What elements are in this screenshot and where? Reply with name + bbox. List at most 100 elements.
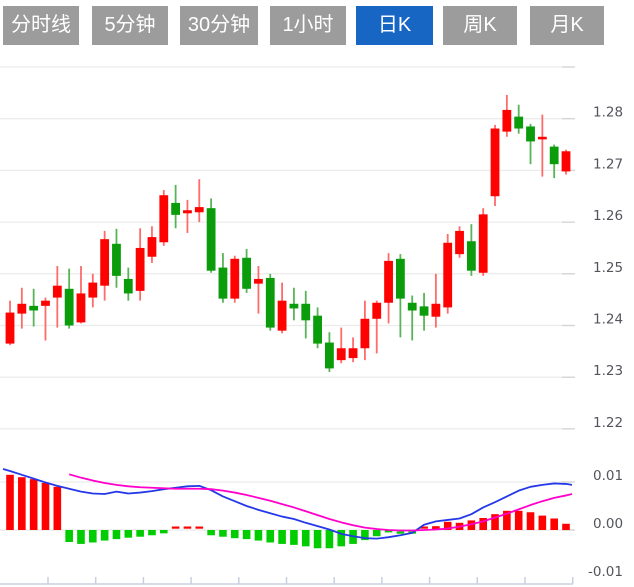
- macd-bar-25: [290, 530, 298, 545]
- interval-toolbar: 分时线 5分钟 30分钟 1小时 日K 周K 月K: [0, 0, 634, 50]
- macd-bar-41: [479, 518, 487, 530]
- macd-bar-6: [65, 530, 73, 542]
- candle-body-38: [443, 242, 453, 308]
- price-axis-label: 1.24: [593, 312, 623, 328]
- macd-bar-12: [136, 530, 144, 537]
- candle-body-43: [502, 109, 512, 132]
- macd-bar-26: [301, 530, 310, 547]
- candle-body-25: [289, 303, 299, 309]
- macd-bar-32: [372, 530, 381, 537]
- macd-bar-9: [100, 530, 109, 541]
- macd-bar-27: [313, 530, 322, 549]
- macd-bar-36: [420, 526, 428, 529]
- candle-body-11: [123, 278, 133, 294]
- macd-bar-17: [195, 526, 204, 529]
- interval-button-6[interactable]: 周K: [443, 6, 517, 45]
- candle-body-4: [41, 300, 50, 306]
- macd-bar-2: [18, 477, 26, 530]
- macd-bar-46: [538, 515, 547, 530]
- macd-axis-label: -0.01: [588, 564, 623, 580]
- dif-line: [2, 468, 573, 540]
- macd-bar-22: [254, 530, 263, 541]
- candle-body-3: [29, 305, 39, 311]
- price-axis-label: 1.23: [593, 363, 623, 379]
- candle-body-27: [313, 315, 322, 344]
- interval-button-7[interactable]: 月K: [530, 6, 604, 45]
- candle-body-12: [135, 247, 145, 291]
- candle-body-41: [478, 214, 488, 273]
- candle-body-13: [147, 237, 157, 257]
- macd-bar-13: [148, 530, 156, 536]
- candle-body-20: [230, 258, 240, 299]
- candle-body-7: [76, 293, 86, 323]
- macd-bar-3: [29, 479, 38, 530]
- candle-body-6: [64, 288, 74, 326]
- interval-button-4[interactable]: 1小时: [270, 6, 346, 45]
- interval-button-1[interactable]: 分时线: [3, 6, 79, 45]
- candle-body-36: [419, 306, 429, 316]
- macd-bar-21: [242, 530, 251, 540]
- candle-body-32: [372, 302, 382, 319]
- macd-bar-37: [432, 526, 440, 530]
- macd-bar-5: [53, 486, 62, 530]
- macd-bar-42: [491, 514, 499, 530]
- interval-button-2[interactable]: 5分钟: [92, 6, 168, 45]
- macd-bar-45: [526, 512, 535, 530]
- candle-body-31: [360, 318, 370, 349]
- interval-button-5[interactable]: 日K: [356, 6, 433, 45]
- macd-bar-28: [325, 530, 334, 549]
- price-axis-label: 1.22: [593, 415, 623, 431]
- macd-bar-10: [112, 530, 121, 540]
- macd-bar-1: [6, 474, 14, 530]
- candle-body-35: [407, 302, 417, 311]
- macd-bar-34: [396, 531, 405, 534]
- macd-bar-48: [562, 523, 570, 530]
- candle-body-40: [466, 241, 476, 271]
- price-axis-label: 1.27: [593, 156, 623, 172]
- candle-body-29: [336, 348, 346, 361]
- macd-bar-43: [503, 510, 511, 530]
- candle-body-48: [561, 151, 571, 172]
- candle-body-18: [206, 208, 216, 271]
- macd-bar-31: [361, 530, 369, 541]
- macd-bar-8: [89, 530, 97, 543]
- candle-body-22: [254, 278, 263, 284]
- macd-bar-16: [183, 526, 192, 529]
- macd-bar-20: [230, 530, 239, 539]
- price-axis-label: 1.26: [593, 208, 623, 224]
- macd-axis-label: 0.00: [593, 516, 623, 532]
- macd-bar-40: [467, 520, 476, 530]
- macd-bar-4: [41, 482, 50, 530]
- macd-bar-44: [514, 510, 523, 530]
- candle-body-14: [159, 195, 169, 243]
- candle-body-47: [549, 146, 559, 165]
- candle-body-21: [242, 257, 251, 289]
- candle-body-33: [384, 260, 393, 303]
- candle-body-1: [5, 312, 15, 344]
- candle-body-23: [265, 277, 275, 328]
- interval-button-3[interactable]: 30分钟: [180, 6, 258, 45]
- candle-body-44: [514, 116, 524, 129]
- candle-body-24: [277, 300, 287, 331]
- macd-bar-29: [337, 530, 346, 547]
- price-axis-label: 1.25: [593, 260, 623, 276]
- price-axis-label: 1.28: [593, 105, 623, 121]
- macd-bar-38: [443, 521, 452, 530]
- macd-bar-23: [266, 530, 275, 543]
- candle-body-37: [431, 303, 441, 317]
- candle-body-39: [455, 230, 464, 255]
- candle-body-5: [52, 285, 62, 298]
- candle-body-10: [112, 243, 121, 276]
- candle-body-15: [171, 202, 181, 215]
- candle-body-2: [17, 303, 27, 314]
- candle-body-34: [395, 258, 405, 299]
- candle-body-45: [526, 126, 535, 142]
- macd-bar-33: [384, 530, 393, 533]
- candle-body-42: [490, 128, 500, 197]
- dea-line: [68, 473, 573, 532]
- candle-body-26: [301, 303, 311, 321]
- candle-body-46: [537, 136, 547, 140]
- candle-body-19: [218, 267, 228, 299]
- candle-body-16: [183, 210, 192, 214]
